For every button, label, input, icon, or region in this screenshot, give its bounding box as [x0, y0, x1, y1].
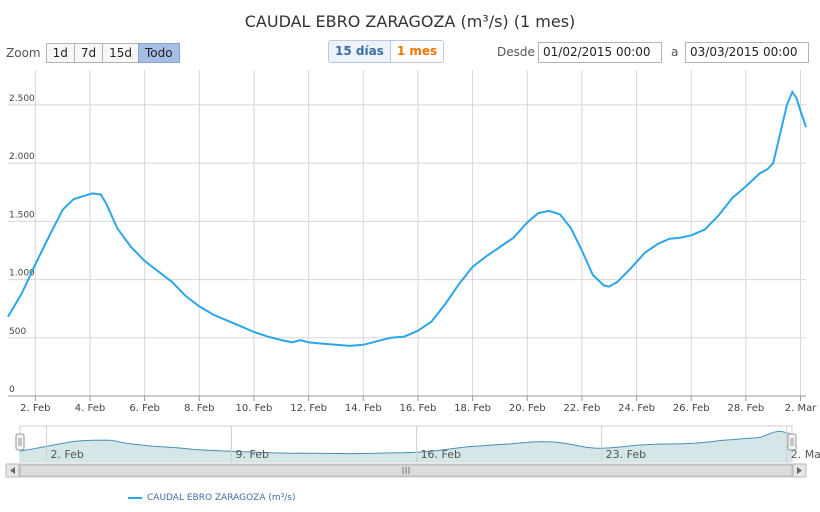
navigator-tick-label: 16. Feb — [421, 448, 461, 461]
grid-lines — [8, 70, 806, 396]
series-line-caudal[interactable] — [7, 90, 807, 347]
x-tick-label: 4. Feb — [75, 403, 105, 414]
x-tick-label: 20. Feb — [509, 403, 546, 414]
range-to-label: a — [671, 45, 679, 59]
x-tick-label: 14. Feb — [345, 403, 382, 414]
x-axis-ticks: 2. Feb 4. Feb 6. Feb 8. Feb 10. Feb 12. Feb 14… — [20, 396, 817, 414]
period-1-month-button[interactable]: 1 mes — [389, 41, 444, 62]
period-toggle: 15 días 1 mes — [328, 40, 445, 63]
y-tick-label: 2.500 — [9, 94, 35, 104]
scroll-left-arrow-icon — [10, 467, 15, 474]
range-from-label: Desde — [497, 45, 535, 59]
x-tick-label: 2. Feb — [20, 403, 50, 414]
zoom-label: Zoom — [6, 46, 41, 60]
navigator-right-handle[interactable] — [787, 433, 797, 451]
scroll-right-arrow-icon — [797, 467, 802, 474]
x-tick-label: 24. Feb — [618, 403, 655, 414]
y-tick-label: 500 — [9, 327, 26, 337]
navigator-tick-label: 2. Mar — [791, 448, 820, 461]
zoom-bar: Zoom 1d 7d 15d Todo — [6, 43, 180, 63]
x-tick-label: 10. Feb — [236, 403, 273, 414]
y-tick-label: 2.000 — [9, 152, 35, 162]
zoom-all-button[interactable]: Todo — [138, 43, 180, 63]
y-axis-ticks: 0 500 1.000 1.500 2.000 2.500 — [9, 94, 35, 395]
navigator: 2. Feb 9. Feb 16. Feb 23. Feb 2. Mar — [15, 425, 820, 463]
y-tick-label: 1.500 — [9, 210, 35, 220]
navigator-left-handle[interactable] — [15, 433, 25, 451]
x-tick-label: 22. Feb — [564, 403, 601, 414]
navigator-tick-label: 2. Feb — [50, 448, 83, 461]
range-to-input[interactable]: 03/03/2015 00:00 — [685, 42, 809, 63]
navigator-area — [20, 431, 792, 462]
navigator-tick-label: 9. Feb — [236, 448, 269, 461]
navigator-tick-label: 23. Feb — [606, 448, 646, 461]
range-from-input[interactable]: 01/02/2015 00:00 — [538, 42, 662, 63]
x-tick-label: 28. Feb — [727, 403, 764, 414]
period-15-days-button[interactable]: 15 días — [329, 41, 390, 62]
y-tick-label: 1.000 — [9, 269, 35, 279]
x-tick-label: 26. Feb — [673, 403, 710, 414]
x-tick-label: 16. Feb — [400, 403, 437, 414]
scrollbar — [5, 463, 807, 478]
navigator-line — [19, 430, 793, 455]
x-tick-label: 6. Feb — [129, 403, 159, 414]
navigator-ticks: 2. Feb 9. Feb 16. Feb 23. Feb 2. Mar — [45, 426, 820, 462]
legend-line-icon — [128, 497, 142, 499]
x-tick-label: 8. Feb — [184, 403, 214, 414]
y-tick-label: 0 — [9, 385, 15, 395]
x-tick-label: 18. Feb — [454, 403, 491, 414]
chart-title: CAUDAL EBRO ZARAGOZA (m³/s) (1 mes) — [244, 12, 576, 31]
legend-label: CAUDAL EBRO ZARAGOZA (m³/s) — [147, 493, 296, 503]
legend[interactable]: CAUDAL EBRO ZARAGOZA (m³/s) — [128, 493, 295, 503]
x-tick-label: 2. Mar — [785, 403, 817, 414]
x-tick-label: 12. Feb — [290, 403, 327, 414]
